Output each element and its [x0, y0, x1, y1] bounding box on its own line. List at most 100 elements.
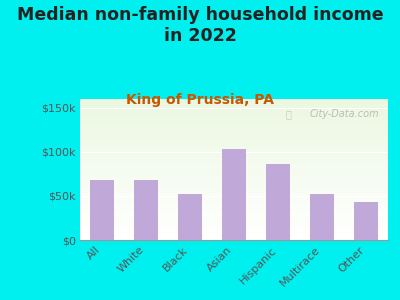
Bar: [80, 181, 388, 182]
Bar: [80, 182, 388, 184]
Bar: [80, 200, 388, 202]
Bar: [80, 233, 388, 234]
Bar: [80, 210, 388, 212]
Bar: [80, 148, 388, 150]
Bar: [80, 115, 388, 116]
Bar: [80, 120, 388, 122]
Bar: [80, 195, 388, 196]
Bar: [80, 157, 388, 158]
Bar: [80, 158, 388, 160]
Bar: [80, 112, 388, 113]
Bar: [80, 208, 388, 209]
Bar: [80, 194, 388, 195]
Bar: [80, 143, 388, 144]
Bar: [80, 189, 388, 191]
Bar: [80, 168, 388, 170]
Bar: [80, 151, 388, 153]
Bar: [80, 213, 388, 214]
Bar: [222, 149, 246, 240]
Bar: [354, 202, 378, 240]
Text: City-Data.com: City-Data.com: [309, 109, 379, 119]
Bar: [80, 136, 388, 137]
Bar: [80, 105, 388, 106]
Bar: [80, 220, 388, 222]
Bar: [80, 229, 388, 230]
Bar: [80, 196, 388, 198]
Bar: [80, 179, 388, 181]
Bar: [80, 184, 388, 185]
Bar: [80, 140, 388, 141]
Bar: [80, 224, 388, 226]
Text: King of Prussia, PA: King of Prussia, PA: [126, 93, 274, 107]
Bar: [80, 127, 388, 129]
Bar: [80, 99, 388, 100]
Bar: [80, 163, 388, 164]
Bar: [266, 164, 290, 240]
Bar: [80, 206, 388, 208]
Bar: [80, 172, 388, 174]
Bar: [80, 106, 388, 107]
Bar: [80, 146, 388, 147]
Bar: [80, 164, 388, 165]
Bar: [80, 150, 388, 151]
Bar: [80, 199, 388, 200]
Bar: [80, 124, 388, 126]
Bar: [80, 227, 388, 229]
Bar: [80, 175, 388, 176]
Bar: [80, 212, 388, 213]
Bar: [80, 216, 388, 218]
Bar: [80, 103, 388, 105]
Bar: [80, 117, 388, 119]
Bar: [80, 131, 388, 133]
Bar: [80, 226, 388, 227]
Bar: [80, 141, 388, 143]
Bar: [80, 192, 388, 194]
Bar: [80, 116, 388, 117]
Bar: [80, 129, 388, 130]
Bar: [80, 109, 388, 110]
Bar: [80, 154, 388, 155]
Bar: [178, 194, 202, 240]
Bar: [310, 194, 334, 240]
Bar: [80, 160, 388, 161]
Bar: [80, 113, 388, 115]
Bar: [80, 205, 388, 206]
Bar: [80, 218, 388, 219]
Bar: [80, 178, 388, 179]
Bar: [80, 171, 388, 172]
Bar: [80, 137, 388, 139]
Bar: [80, 234, 388, 236]
Bar: [80, 176, 388, 178]
Bar: [80, 110, 388, 112]
Bar: [80, 102, 388, 103]
Bar: [80, 123, 388, 124]
Bar: [134, 180, 158, 240]
Bar: [80, 230, 388, 232]
Bar: [80, 236, 388, 237]
Bar: [80, 144, 388, 146]
Bar: [80, 133, 388, 134]
Bar: [80, 185, 388, 186]
Bar: [80, 188, 388, 189]
Bar: [80, 219, 388, 220]
Bar: [80, 119, 388, 120]
Bar: [80, 191, 388, 192]
Bar: [80, 238, 388, 240]
Bar: [80, 198, 388, 199]
Bar: [80, 126, 388, 127]
Bar: [80, 223, 388, 224]
Bar: [80, 209, 388, 210]
Bar: [80, 161, 388, 163]
Bar: [80, 147, 388, 148]
Bar: [80, 155, 388, 157]
Bar: [80, 134, 388, 136]
Bar: [80, 139, 388, 140]
Bar: [80, 186, 388, 188]
Bar: [80, 203, 388, 205]
Bar: [80, 107, 388, 109]
Bar: [80, 167, 388, 168]
Bar: [80, 130, 388, 131]
Bar: [80, 222, 388, 223]
Bar: [80, 202, 388, 203]
Text: Median non-family household income
in 2022: Median non-family household income in 20…: [17, 6, 383, 45]
